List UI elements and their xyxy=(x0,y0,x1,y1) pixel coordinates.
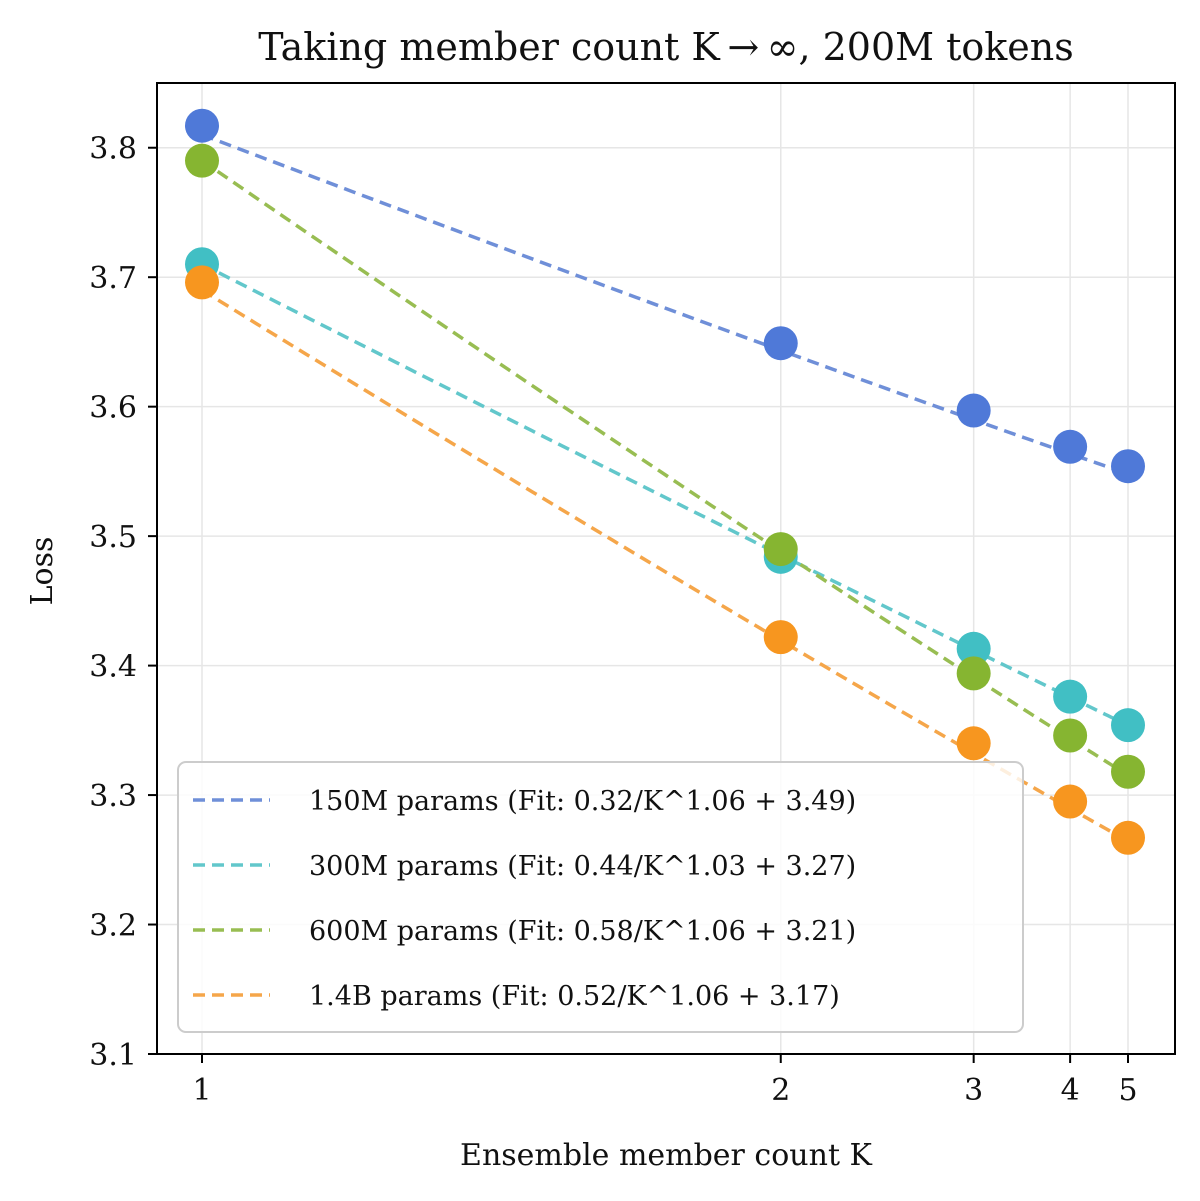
x-tick-label: 5 xyxy=(1118,1073,1137,1108)
data-point-series-1 xyxy=(763,326,798,361)
fit-line-series-3 xyxy=(201,159,1129,777)
legend-label-series-1: 150M params (Fit: 0.32/K^1.06 + 3.49) xyxy=(309,786,856,817)
legend-label-series-4: 1.4B params (Fit: 0.52/K^1.06 + 3.17) xyxy=(309,981,840,1012)
y-tick-label: 3.2 xyxy=(89,909,137,944)
data-point-series-3 xyxy=(1053,718,1088,753)
data-point-series-1 xyxy=(1053,429,1088,464)
y-tick-label: 3.1 xyxy=(89,1038,137,1073)
data-point-series-2 xyxy=(1053,679,1088,714)
data-point-series-4 xyxy=(1053,784,1088,819)
data-points xyxy=(185,108,1145,855)
y-axis: 3.1 3.2 3.3 3.4 3.5 3.6 3.7 3.8 xyxy=(89,132,157,1073)
data-point-series-4 xyxy=(763,620,798,655)
y-tick-label: 3.5 xyxy=(89,520,137,555)
data-point-series-3 xyxy=(956,656,991,691)
x-tick-label: 1 xyxy=(192,1073,211,1108)
x-axis: 1 2 3 4 5 xyxy=(192,1054,1138,1108)
plot-frame xyxy=(156,82,1176,1055)
data-point-series-4 xyxy=(1111,820,1145,855)
data-point-series-1 xyxy=(1111,449,1145,484)
y-axis-label: Loss xyxy=(25,537,60,606)
data-point-series-1 xyxy=(956,393,991,428)
chart-title: Taking member count K → ∞, 200M tokens xyxy=(258,25,1074,69)
legend: 150M params (Fit: 0.32/K^1.06 + 3.49) 300… xyxy=(177,761,1024,1033)
legend-label-series-2: 300M params (Fit: 0.44/K^1.03 + 3.27) xyxy=(309,851,856,882)
legend-box xyxy=(177,761,1024,1033)
y-tick-label: 3.4 xyxy=(89,650,137,685)
data-point-series-3 xyxy=(185,143,219,178)
x-tick-label: 3 xyxy=(964,1073,983,1108)
data-point-series-4 xyxy=(956,726,991,761)
x-axis-label: Ensemble member count K xyxy=(460,1138,872,1173)
data-point-series-3 xyxy=(1111,754,1145,789)
y-tick-label: 3.6 xyxy=(89,391,137,426)
data-point-series-1 xyxy=(185,108,219,143)
data-point-series-2 xyxy=(1111,708,1145,743)
y-tick-label: 3.3 xyxy=(89,779,137,814)
x-tick-label: 2 xyxy=(771,1073,790,1108)
x-tick-label: 4 xyxy=(1061,1073,1080,1108)
y-tick-label: 3.8 xyxy=(89,132,137,167)
data-point-series-3 xyxy=(763,532,798,567)
legend-label-series-3: 600M params (Fit: 0.58/K^1.06 + 3.21) xyxy=(309,916,856,947)
data-point-series-2 xyxy=(956,631,991,666)
data-point-series-4 xyxy=(185,265,219,300)
y-tick-label: 3.7 xyxy=(89,261,137,296)
